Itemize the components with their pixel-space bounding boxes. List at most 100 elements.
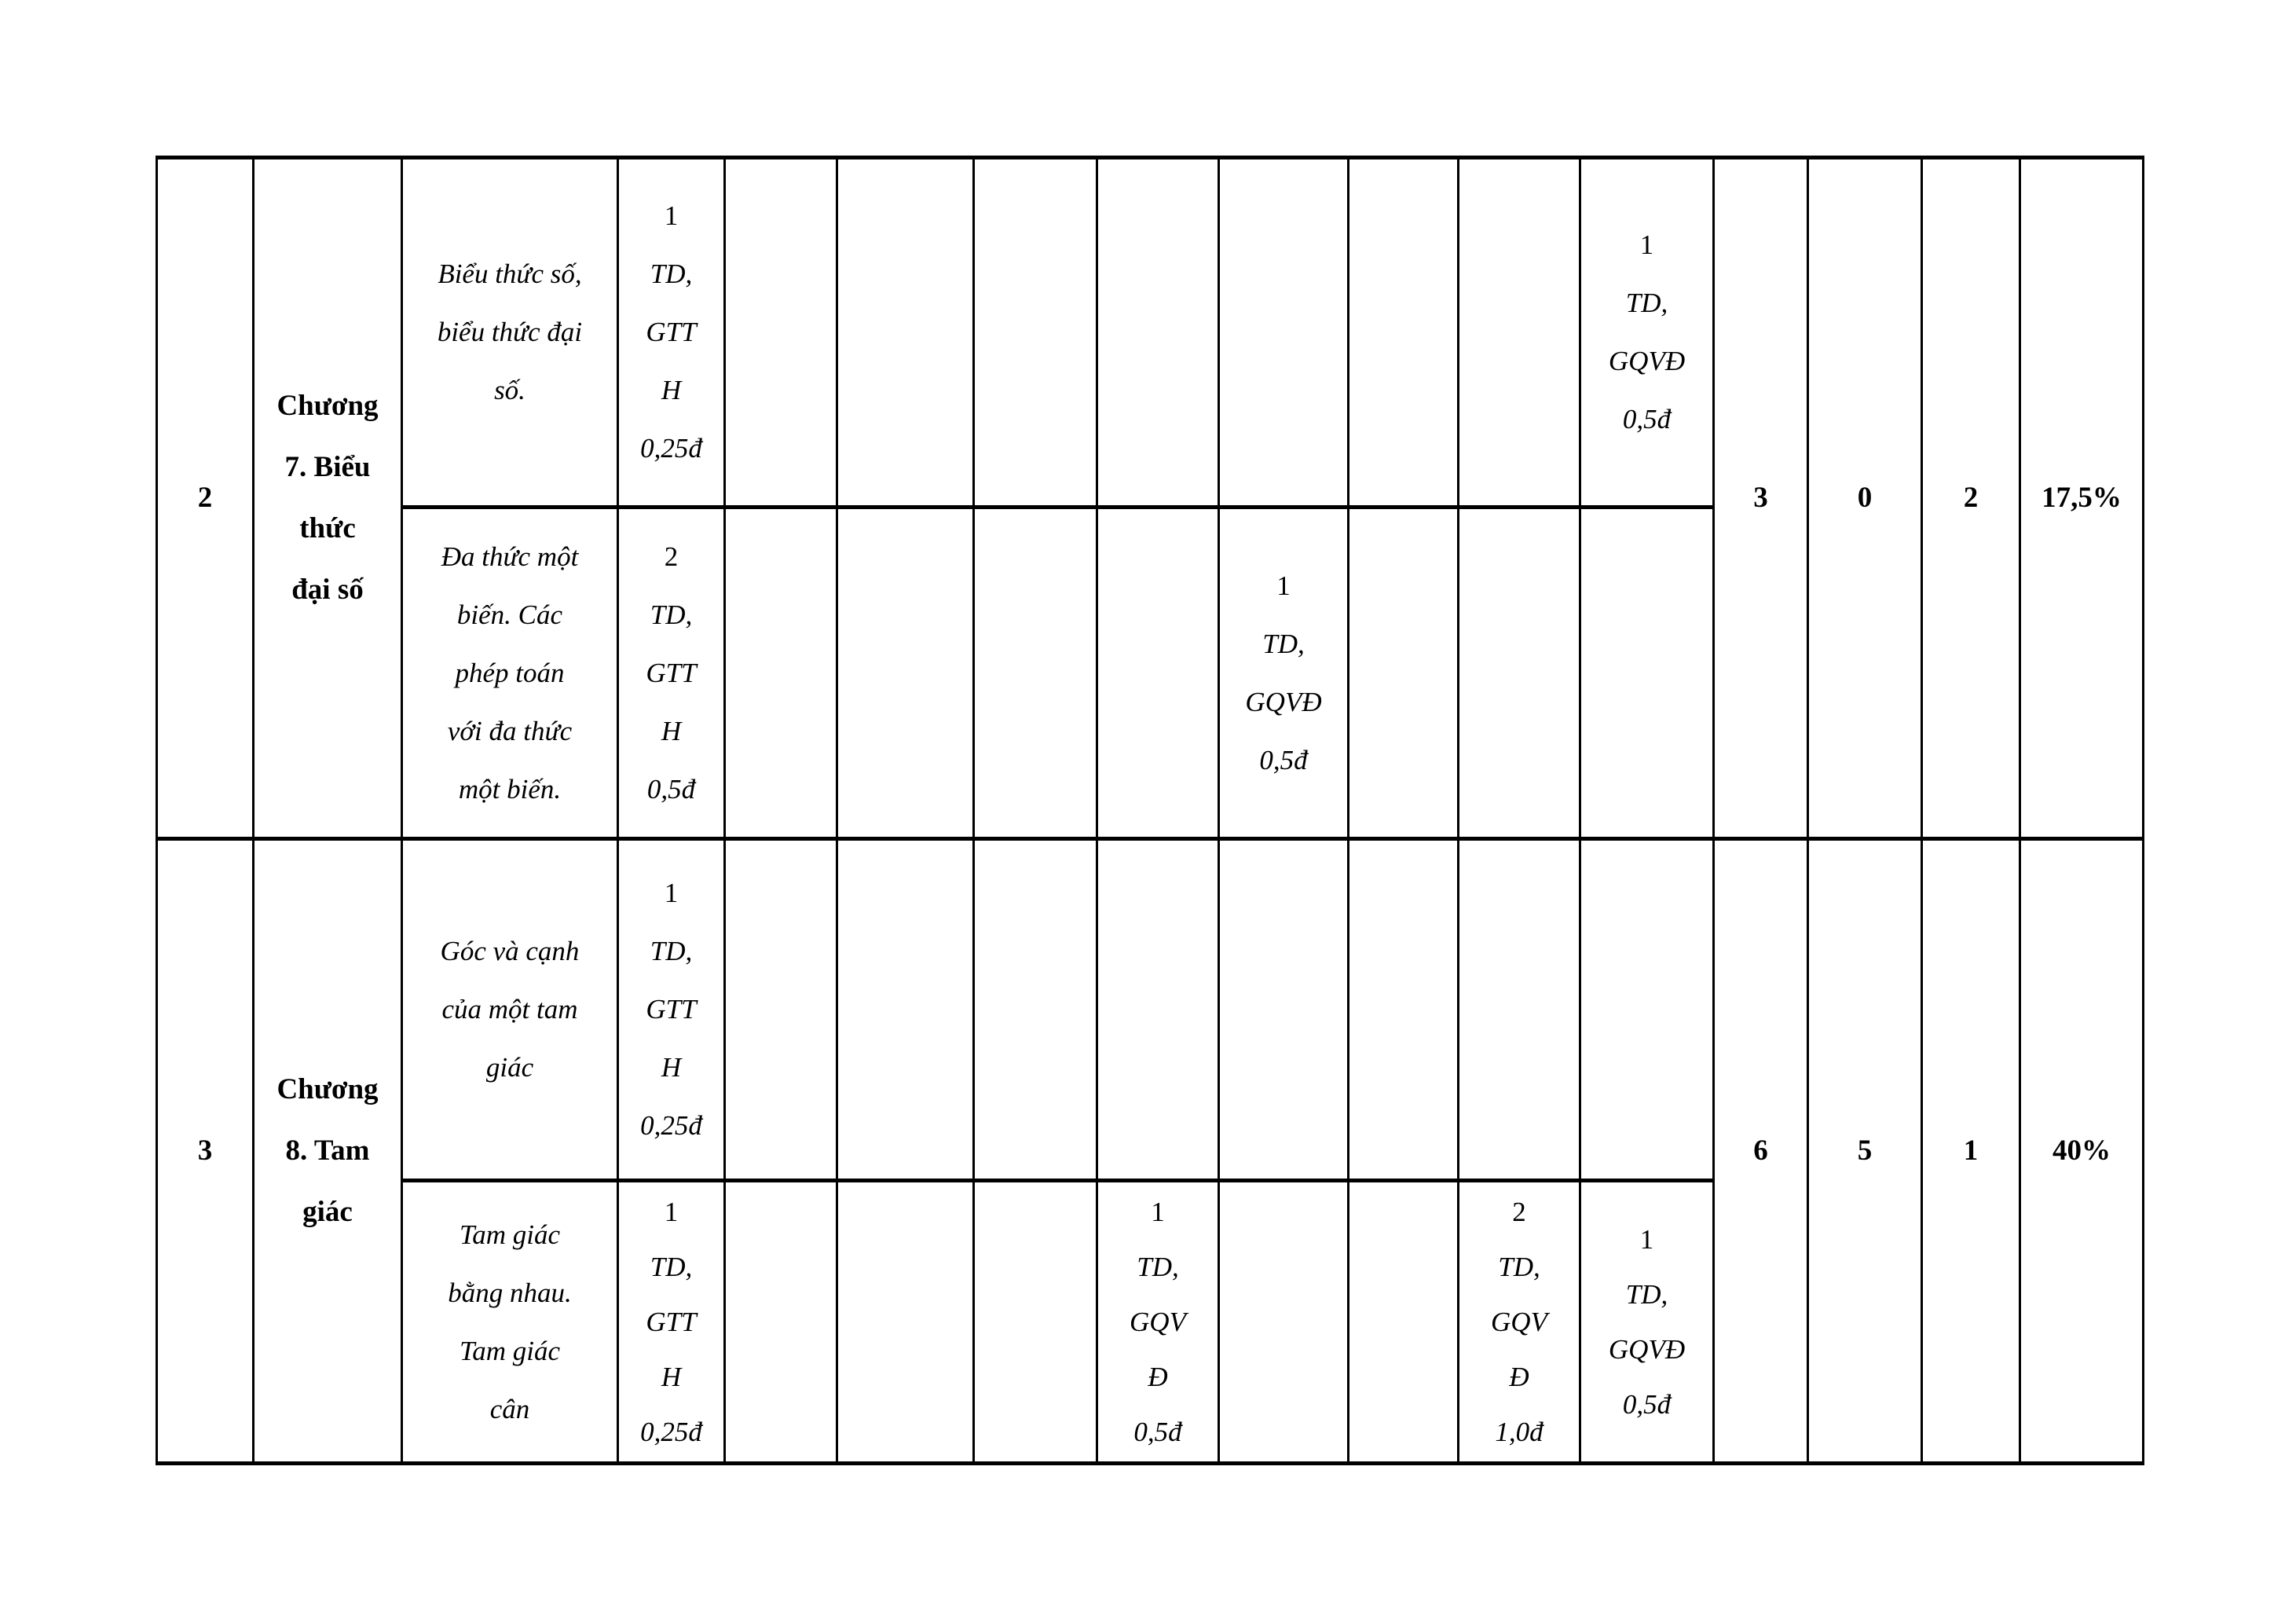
stat-line: H — [661, 715, 682, 746]
stat-line: TD, — [650, 599, 693, 630]
stat-line: GQVĐ — [1245, 686, 1322, 717]
cell-empty — [1096, 505, 1220, 840]
stat-line: 0,25đ — [640, 1416, 702, 1447]
topic-line: biến. Các — [456, 599, 563, 630]
topic-line: với đa thức — [447, 715, 573, 746]
cell-empty — [1457, 837, 1581, 1182]
cell-stt-row2: 2 — [156, 156, 255, 840]
topic-line: của một tam — [441, 994, 578, 1025]
stat-line: H — [661, 375, 682, 405]
cell-total-row2-1: 3 — [1712, 156, 1809, 840]
exam-matrix-table: 2 Chương 7. Biểu thức đại số Biểu thức s… — [156, 156, 2144, 1465]
cell-empty — [972, 156, 1098, 508]
cell-empty — [1347, 1179, 1459, 1465]
stat-line: 0,25đ — [640, 1110, 702, 1141]
stat-line: TD, — [1625, 288, 1668, 318]
cell-empty — [972, 1179, 1098, 1465]
cell-stt-row3: 3 — [156, 837, 255, 1465]
chapter-line: 8. Tam — [285, 1135, 370, 1167]
stat-count: 2 — [664, 541, 679, 572]
cell-empty — [1218, 156, 1349, 508]
stat-line: GTT — [646, 1306, 697, 1337]
topic-line: Tam giác — [459, 1335, 561, 1366]
cell-stat-r2s2-c4: 2 TD, GTT H 0,5đ — [617, 505, 726, 840]
stat-count: 1 — [664, 878, 679, 908]
cell-stat-r2s1-c12: 1 TD, GQVĐ 0,5đ — [1579, 156, 1715, 508]
stat-line: 0,5đ — [1622, 1388, 1672, 1420]
cell-stat-r3s2-c4: 1 TD, GTT H 0,25đ — [617, 1179, 726, 1465]
cell-empty — [836, 156, 975, 508]
cell-topic-bieu-thuc-so: Biểu thức số, biểu thức đại số. — [401, 156, 619, 508]
chapter-line: thức — [299, 512, 356, 544]
topic-line: giác — [485, 1052, 534, 1083]
chapter-line: giác — [302, 1196, 353, 1228]
stat-count: 1 — [664, 1196, 679, 1227]
stat-line: GTT — [646, 317, 697, 347]
cell-topic-da-thuc: Đa thức một biến. Các phép toán với đa t… — [401, 505, 619, 840]
stat-line: TD, — [1137, 1251, 1179, 1282]
cell-total-row3-percent: 40% — [2019, 837, 2144, 1465]
stat-line: TD, — [650, 936, 693, 966]
cell-total-row3-1: 6 — [1712, 837, 1809, 1465]
cell-total-row3-2: 5 — [1807, 837, 1923, 1465]
cell-empty — [836, 1179, 975, 1465]
stat-line: TD, — [650, 258, 693, 289]
topic-line: số. — [494, 375, 525, 405]
cell-empty — [1218, 1179, 1349, 1465]
topic-line: bằng nhau. — [448, 1277, 572, 1308]
stat-line: Đ — [1509, 1361, 1529, 1392]
row-chapter7-sub1: 2 Chương 7. Biểu thức đại số Biểu thức s… — [156, 156, 2144, 840]
stat-line: Đ — [1148, 1361, 1168, 1392]
cell-stat-r3s2-c12: 1 TD, GQVĐ 0,5đ — [1579, 1179, 1715, 1465]
cell-stat-r3s2-c11: 2 TD, GQV Đ 1,0đ — [1457, 1179, 1581, 1465]
stat-count: 1 — [1151, 1196, 1165, 1227]
cell-empty — [836, 505, 975, 840]
cell-empty — [1347, 156, 1459, 508]
cell-empty — [1457, 156, 1581, 508]
stat-line: GQV — [1491, 1306, 1547, 1337]
cell-empty — [836, 837, 975, 1182]
cell-empty — [972, 837, 1098, 1182]
cell-topic-tam-giac-bang-nhau: Tam giác bằng nhau. Tam giác cân — [401, 1179, 619, 1465]
chapter-line: 7. Biểu — [284, 451, 371, 483]
cell-empty — [1347, 505, 1459, 840]
row-chapter7-sub2: Đa thức một biến. Các phép toán với đa t… — [157, 505, 2144, 840]
stat-line: GTT — [646, 657, 697, 688]
stat-line: 0,25đ — [640, 433, 702, 464]
stat-line: TD, — [1262, 628, 1305, 659]
chapter-line: Chương — [276, 390, 379, 422]
stat-line: H — [661, 1361, 682, 1392]
stat-count: 2 — [1512, 1196, 1526, 1227]
stat-line: TD, — [1498, 1251, 1540, 1282]
cell-total-row2-percent: 17,5% — [2019, 156, 2144, 840]
cell-empty — [1579, 837, 1715, 1182]
cell-topic-goc-va-canh: Góc và cạnh của một tam giác — [401, 837, 619, 1182]
topic-line: biểu thức đại — [437, 317, 583, 347]
stat-line: TD, — [650, 1251, 693, 1282]
stat-line: H — [661, 1052, 682, 1083]
cell-empty — [723, 156, 838, 508]
chapter-line: Chương — [276, 1073, 379, 1105]
stat-line: 0,5đ — [1259, 744, 1308, 775]
topic-line: cân — [489, 1393, 530, 1424]
cell-empty — [1579, 505, 1715, 840]
cell-empty — [723, 505, 838, 840]
topic-line: một biến. — [458, 773, 562, 805]
cell-chapter-8: Chương 8. Tam giác — [252, 837, 403, 1465]
topic-line: phép toán — [455, 657, 565, 688]
topic-line: Đa thức một — [441, 541, 579, 572]
cell-empty — [1096, 837, 1220, 1182]
cell-stat-r3s1-c4: 1 TD, GTT H 0,25đ — [617, 837, 726, 1182]
cell-stat-r2s1-c4: 1 TD, GTT H 0,25đ — [617, 156, 726, 508]
cell-empty — [1096, 156, 1220, 508]
stat-count: 1 — [1639, 1223, 1654, 1255]
cell-empty — [723, 837, 838, 1182]
cell-empty — [1457, 505, 1581, 840]
cell-chapter-7: Chương 7. Biểu thức đại số — [252, 156, 403, 840]
topic-line: Góc và cạnh — [440, 936, 580, 966]
stat-line: 0,5đ — [1622, 404, 1672, 434]
cell-total-row2-3: 2 — [1921, 156, 2021, 840]
row-chapter8-sub2: Tam giác bằng nhau. Tam giác cân 1 TD, G… — [157, 1179, 2144, 1465]
stat-count: 1 — [664, 200, 679, 231]
